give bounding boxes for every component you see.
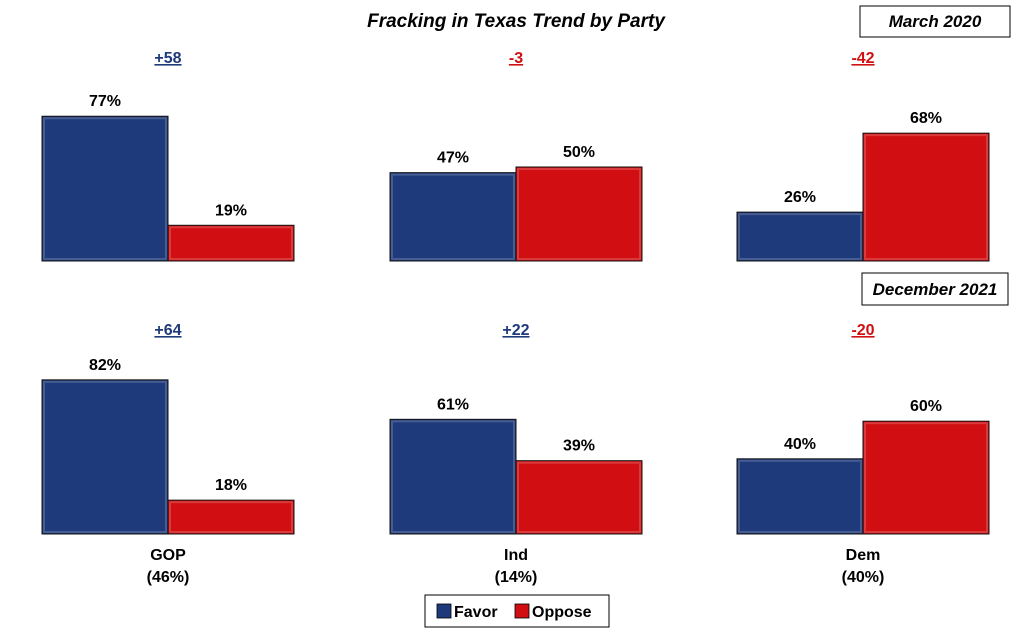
bar-bevel xyxy=(43,117,167,260)
bar-bevel xyxy=(864,422,988,534)
bar-bevel xyxy=(391,173,515,260)
category-label-ind: Ind xyxy=(504,547,528,564)
bar-bevel xyxy=(517,168,641,260)
net-label-dem-december: -20 xyxy=(851,322,874,339)
category-label-dem: Dem xyxy=(846,547,881,564)
net-label-gop-march: +58 xyxy=(154,50,181,67)
net-label-ind-december: +22 xyxy=(502,322,529,339)
bar-favor-dem-december xyxy=(736,458,864,535)
bar-bevel xyxy=(517,461,641,533)
legend-label-oppose: Oppose xyxy=(532,604,592,621)
bar-oppose-dem-march xyxy=(862,132,990,262)
net-label-dem-march: -42 xyxy=(851,50,874,67)
value-label-favor-dem: 26% xyxy=(784,189,816,206)
bar-bevel xyxy=(738,459,862,533)
category-share-dem: (40%) xyxy=(842,569,885,586)
value-label-favor-gop: 82% xyxy=(89,357,121,374)
bars-layer: 77% 19% +58 47% 50% -3 26% 68% -42 82% 18% +64 61% 39… xyxy=(41,50,990,535)
bar-oppose-gop-march xyxy=(167,224,295,262)
bar-favor-gop-december xyxy=(41,379,169,535)
bar-oppose-dem-december xyxy=(862,420,990,535)
value-label-favor-dem: 40% xyxy=(784,436,816,453)
category-share-gop: (46%) xyxy=(147,569,190,586)
bar-favor-ind-march xyxy=(389,172,517,262)
panel-label-box-december xyxy=(861,272,1009,306)
value-label-oppose-ind: 50% xyxy=(563,144,595,161)
value-label-favor-gop: 77% xyxy=(89,93,121,110)
bar-bevel xyxy=(169,501,293,534)
category-share-ind: (14%) xyxy=(495,569,538,586)
value-label-oppose-dem: 68% xyxy=(910,110,942,127)
bar-bevel xyxy=(738,213,862,260)
bar-favor-ind-december xyxy=(389,418,517,535)
bar-bevel xyxy=(43,380,167,533)
panel-label-december: December 2021 xyxy=(873,280,998,299)
value-label-oppose-ind: 39% xyxy=(563,438,595,455)
legend-label-favor: Favor xyxy=(454,604,498,621)
bar-oppose-ind-december xyxy=(515,460,643,535)
bar-oppose-gop-december xyxy=(167,499,295,535)
bar-favor-gop-march xyxy=(41,115,169,262)
chart-title: Fracking in Texas Trend by Party xyxy=(367,11,666,32)
legend: Favor Oppose xyxy=(424,594,610,628)
bar-favor-dem-march xyxy=(736,211,864,262)
value-label-favor-ind: 61% xyxy=(437,396,469,413)
bar-bevel xyxy=(169,226,293,260)
panel-label-box-march xyxy=(859,5,1011,38)
bar-oppose-ind-march xyxy=(515,166,643,262)
bar-bevel xyxy=(391,420,515,534)
value-label-favor-ind: 47% xyxy=(437,150,469,167)
legend-swatch-favor xyxy=(436,603,452,619)
value-label-oppose-gop: 19% xyxy=(215,202,247,219)
net-label-gop-december: +64 xyxy=(154,322,181,339)
net-label-ind-march: -3 xyxy=(509,50,523,67)
value-label-oppose-dem: 60% xyxy=(910,398,942,415)
legend-swatch-oppose xyxy=(514,603,530,619)
category-label-gop: GOP xyxy=(150,547,186,564)
panel-label-march: March 2020 xyxy=(889,12,982,31)
value-label-oppose-gop: 18% xyxy=(215,477,247,494)
bar-bevel xyxy=(864,134,988,260)
